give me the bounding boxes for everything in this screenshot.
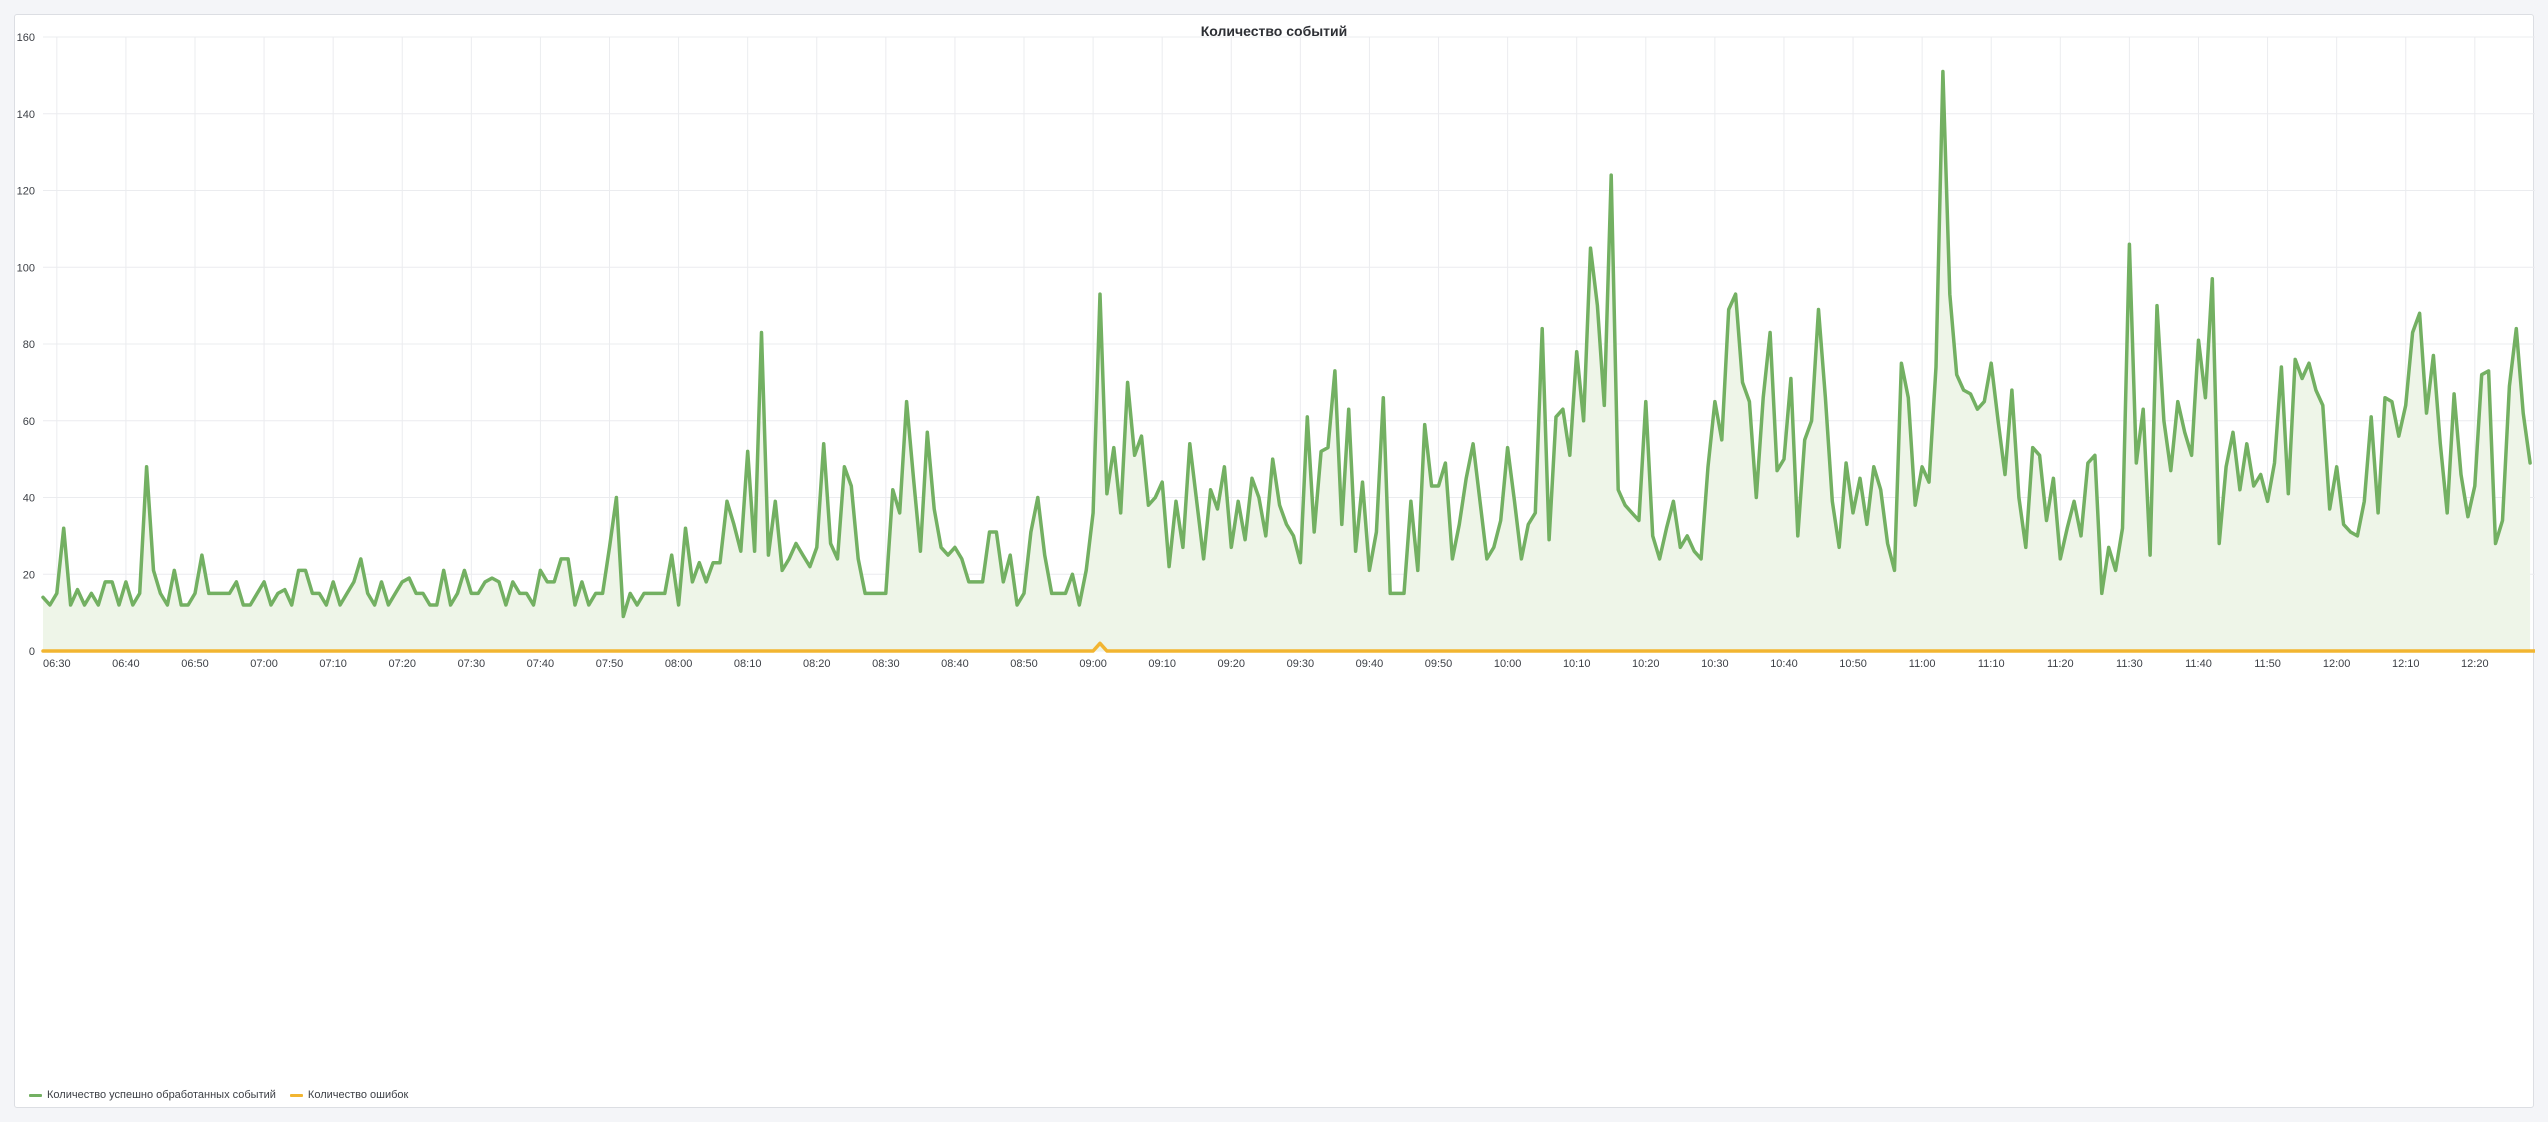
- x-tick-label: 07:40: [527, 658, 555, 670]
- legend-item-errors[interactable]: Количество ошибок: [289, 1089, 409, 1101]
- x-tick-label: 10:40: [1770, 658, 1798, 670]
- x-tick-label: 11:20: [2047, 658, 2074, 670]
- x-tick-label: 07:00: [250, 658, 278, 670]
- legend-swatch-errors: [289, 1093, 303, 1097]
- x-tick-label: 11:40: [2185, 658, 2212, 670]
- x-tick-label: 09:10: [1148, 658, 1176, 670]
- x-tick-label: 11:00: [1909, 658, 1936, 670]
- x-tick-label: 10:50: [1839, 658, 1867, 670]
- y-tick-label: 120: [17, 186, 35, 198]
- x-tick-label: 07:30: [458, 658, 486, 670]
- x-tick-label: 10:20: [1632, 658, 1660, 670]
- x-tick-label: 08:00: [665, 658, 693, 670]
- x-tick-label: 10:30: [1701, 658, 1729, 670]
- x-tick-label: 08:10: [734, 658, 762, 670]
- x-tick-label: 06:40: [112, 658, 140, 670]
- x-tick-label: 09:00: [1079, 658, 1107, 670]
- x-tick-label: 07:20: [388, 658, 416, 670]
- x-tick-label: 09:20: [1218, 658, 1246, 670]
- legend-swatch-success: [29, 1093, 42, 1097]
- series-area-0: [43, 71, 2531, 651]
- x-tick-label: 11:10: [1978, 658, 2005, 670]
- chart-panel: Количество событий 0 20 40 60 80 100 120 140 160…: [14, 14, 2535, 1109]
- x-tick-label: 09:30: [1287, 658, 1315, 670]
- x-tick-label: 12:20: [2461, 658, 2489, 670]
- series-layer: [41, 69, 2535, 653]
- series-line-1[interactable]: [41, 641, 2535, 653]
- y-tick-label: 100: [17, 262, 35, 274]
- x-tick-label: 11:50: [2254, 658, 2281, 670]
- x-tick-label: 11:30: [2116, 658, 2143, 670]
- series-line-0[interactable]: [41, 69, 2532, 619]
- panel-title: Количество событий: [1200, 23, 1348, 39]
- x-tick-label: 10:10: [1563, 658, 1591, 670]
- x-tick-label: 12:10: [2392, 658, 2420, 670]
- y-tick-label: 40: [23, 493, 35, 505]
- y-tick-label: 140: [17, 109, 35, 121]
- x-tick-label: 07:10: [319, 658, 347, 670]
- x-tick-label: 09:40: [1356, 658, 1384, 670]
- x-tick-label: 06:50: [181, 658, 209, 670]
- y-tick-label: 60: [23, 416, 35, 428]
- legend-label-errors: Количество ошибок: [307, 1089, 409, 1101]
- x-tick-label: 08:40: [941, 658, 969, 670]
- x-tick-label: 10:00: [1494, 658, 1522, 670]
- x-tick-label: 12:00: [2323, 658, 2351, 670]
- y-tick-label: 80: [23, 339, 35, 351]
- x-tick-label: 07:50: [596, 658, 624, 670]
- y-tick-label: 0: [29, 646, 35, 658]
- y-tick-label: 160: [17, 32, 35, 44]
- x-tick-label: 08:30: [872, 658, 900, 670]
- x-tick-label: 09:50: [1425, 658, 1453, 670]
- line-chart[interactable]: 0 20 40 60 80 100 120 140 160 06:30 06:40 06:50 07:0…: [15, 15, 2535, 1109]
- axes: 0 20 40 60 80 100 120 140 160 06:30 06:40 06:50 07:0…: [17, 32, 2489, 670]
- legend-item-success[interactable]: Количество успешно обработанных событий: [29, 1089, 276, 1101]
- x-tick-label: 08:20: [803, 658, 831, 670]
- y-tick-label: 20: [23, 569, 35, 581]
- x-tick-label: 08:50: [1010, 658, 1038, 670]
- x-tick-label: 06:30: [43, 658, 71, 670]
- legend-label-success: Количество успешно обработанных событий: [47, 1089, 276, 1101]
- legend: Количество успешно обработанных событий …: [29, 1089, 408, 1101]
